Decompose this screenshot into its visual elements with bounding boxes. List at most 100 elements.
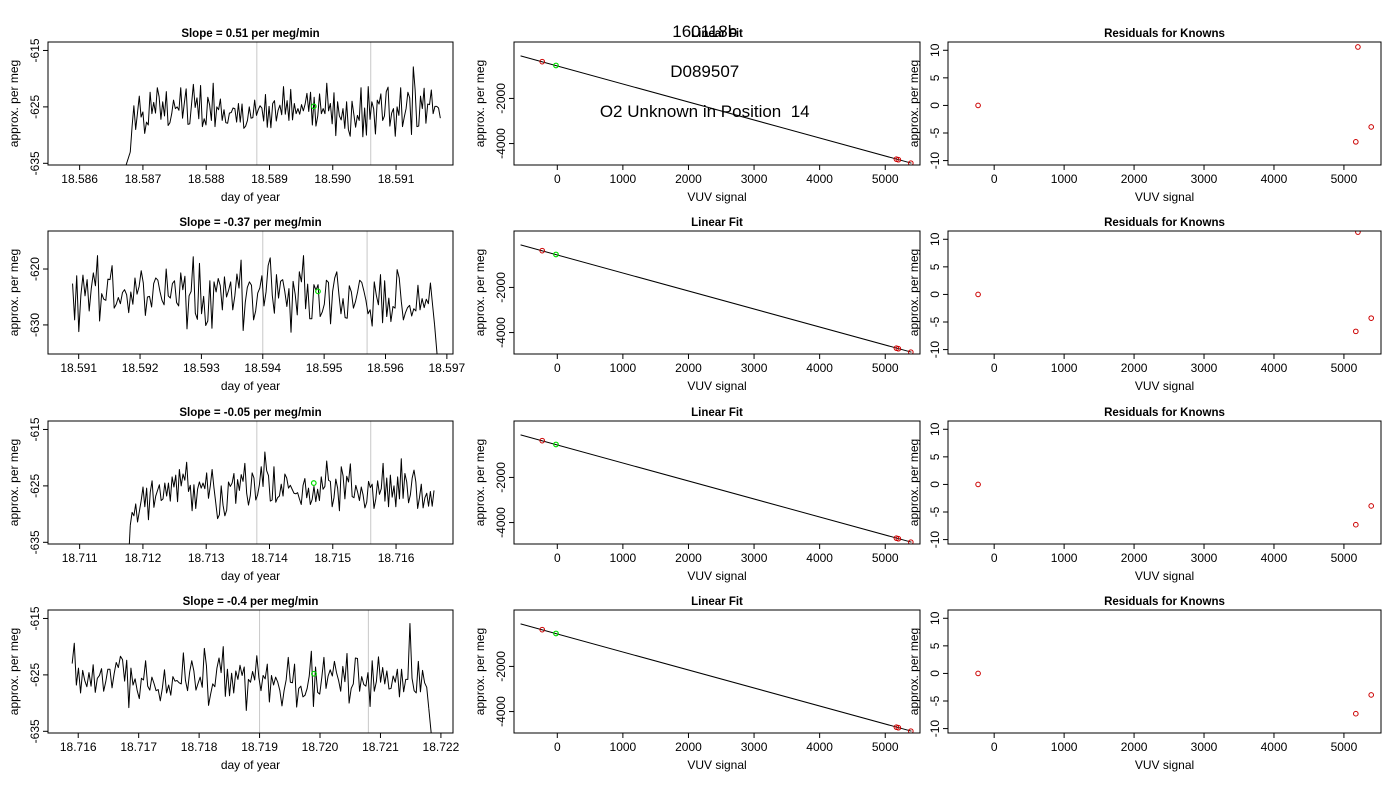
x-tick-label: 18.718 bbox=[181, 740, 218, 754]
known-point bbox=[539, 58, 546, 65]
x-tick-label: 1000 bbox=[610, 740, 637, 754]
x-tick-label: 3000 bbox=[741, 172, 768, 186]
known-point bbox=[539, 626, 546, 633]
known-point bbox=[1368, 503, 1375, 509]
y-axis-label: approx. per meg bbox=[473, 249, 487, 336]
panel-title: Slope = -0.05 per meg/min bbox=[179, 407, 321, 419]
x-tick-label: 18.719 bbox=[241, 740, 278, 754]
figure-title: 160118b D089507 O2 Unknown in Position 1… bbox=[0, 2, 1400, 121]
plot-frame bbox=[947, 420, 1382, 545]
x-tick-label: 4000 bbox=[1261, 172, 1288, 186]
y-tick-label: 10 bbox=[928, 422, 942, 436]
x-tick-label: 3000 bbox=[1191, 551, 1218, 565]
x-axis-label: VUV signal bbox=[1135, 190, 1194, 204]
y-tick-label: 0 bbox=[928, 481, 942, 488]
y-axis-label: approx. per meg bbox=[907, 628, 921, 715]
x-axis-label: day of year bbox=[221, 379, 280, 393]
panel-title: Residuals for Knowns bbox=[1104, 217, 1225, 229]
y-tick-label: -5 bbox=[928, 695, 942, 706]
y-tick-label: -2000 bbox=[494, 651, 508, 682]
x-tick-label: 5000 bbox=[1331, 172, 1358, 186]
known-point bbox=[1368, 124, 1375, 130]
x-tick-label: 18.593 bbox=[183, 361, 220, 375]
x-tick-label: 3000 bbox=[741, 551, 768, 565]
series-lead-in bbox=[125, 151, 131, 165]
x-tick-label: 18.720 bbox=[302, 740, 339, 754]
y-tick-label: 0 bbox=[928, 291, 942, 298]
known-point bbox=[908, 160, 914, 165]
y-axis-label: approx. per meg bbox=[7, 628, 21, 715]
y-tick-label: 10 bbox=[928, 611, 942, 625]
plot-area bbox=[975, 44, 1375, 145]
plot-frame bbox=[47, 420, 454, 545]
known-point bbox=[975, 102, 981, 109]
known-point bbox=[1355, 44, 1361, 50]
unknown-point bbox=[310, 103, 317, 110]
x-tick-label: 2000 bbox=[675, 172, 702, 186]
y-tick-label: 5 bbox=[928, 263, 942, 270]
y-axis-label: approx. per meg bbox=[7, 249, 21, 336]
plot-area bbox=[520, 434, 914, 544]
x-tick-label: 2000 bbox=[675, 740, 702, 754]
x-tick-label: 18.594 bbox=[244, 361, 281, 375]
x-tick-label: 18.722 bbox=[423, 740, 460, 754]
x-tick-label: 18.596 bbox=[367, 361, 404, 375]
x-tick-label: 0 bbox=[991, 361, 998, 375]
x-tick-label: 18.712 bbox=[125, 551, 162, 565]
x-tick-label: 0 bbox=[991, 740, 998, 754]
unknown-point bbox=[553, 441, 559, 448]
fit-line bbox=[520, 55, 912, 164]
y-tick-label: -5 bbox=[928, 506, 942, 517]
x-tick-label: 0 bbox=[991, 172, 998, 186]
x-axis-label: VUV signal bbox=[1135, 569, 1194, 583]
panel-row1-residuals: 0 1000 2000 3000 4000 5000 -10 -5 0 5 10 Residuals … bbox=[907, 28, 1382, 204]
panel-title: Linear Fit bbox=[691, 217, 743, 229]
x-tick-label: 4000 bbox=[806, 172, 833, 186]
known-point bbox=[1355, 231, 1361, 235]
y-tick-label: -4000 bbox=[494, 696, 508, 727]
y-tick-label: -10 bbox=[928, 341, 942, 359]
panel-title: Linear Fit bbox=[691, 407, 743, 419]
y-tick-label: -4000 bbox=[494, 317, 508, 348]
y-tick-label: -630 bbox=[28, 313, 42, 337]
x-tick-label: 1000 bbox=[1051, 551, 1078, 565]
plot-frame bbox=[47, 609, 454, 734]
y-tick-label: -2000 bbox=[494, 83, 508, 114]
y-axis-label: approx. per meg bbox=[907, 439, 921, 526]
panel-row2-residuals: 0 1000 2000 3000 4000 5000 -10 -5 0 5 10 Residuals … bbox=[907, 217, 1382, 393]
plot-area bbox=[975, 670, 1375, 717]
x-tick-label: 4000 bbox=[1261, 740, 1288, 754]
x-tick-label: 1000 bbox=[610, 172, 637, 186]
panel-row2-linear-fit: 0 1000 2000 3000 4000 5000 -4000 -2000 Linear Fi… bbox=[473, 217, 921, 393]
known-point bbox=[908, 349, 914, 354]
plot-frame bbox=[947, 609, 1382, 734]
unknown-point bbox=[553, 630, 559, 637]
y-tick-label: -5 bbox=[928, 316, 942, 327]
series-line bbox=[71, 623, 430, 711]
x-tick-label: 0 bbox=[554, 551, 561, 565]
x-tick-label: 18.591 bbox=[378, 172, 415, 186]
y-tick-label: -635 bbox=[28, 719, 42, 743]
y-tick-label: -10 bbox=[928, 720, 942, 738]
x-tick-label: 18.587 bbox=[125, 172, 162, 186]
x-tick-label: 18.586 bbox=[61, 172, 98, 186]
plot-frame bbox=[513, 609, 921, 734]
y-tick-label: -635 bbox=[28, 151, 42, 175]
fit-line bbox=[520, 623, 912, 732]
x-axis-label: VUV signal bbox=[1135, 758, 1194, 772]
y-axis-label: approx. per meg bbox=[907, 60, 921, 147]
sample-description: O2 Unknown in Position 14 bbox=[599, 102, 810, 121]
y-tick-label: -625 bbox=[28, 95, 42, 119]
y-tick-label: 0 bbox=[928, 102, 942, 109]
panel-row2-timeseries: 18.591 18.592 18.593 18.594 18.595 18.596 18.5… bbox=[7, 217, 466, 393]
panel-row1-linear-fit: 0 1000 2000 3000 4000 5000 -4000 -2000 Linear Fi… bbox=[473, 28, 921, 204]
x-tick-label: 4000 bbox=[806, 740, 833, 754]
x-tick-label: 18.713 bbox=[188, 551, 225, 565]
y-tick-label: -625 bbox=[28, 663, 42, 687]
y-tick-label: -5 bbox=[928, 127, 942, 138]
y-tick-label: -615 bbox=[28, 417, 42, 441]
known-point bbox=[1368, 692, 1375, 698]
x-tick-label: 1000 bbox=[610, 551, 637, 565]
known-point bbox=[895, 724, 902, 731]
x-tick-label: 4000 bbox=[806, 551, 833, 565]
